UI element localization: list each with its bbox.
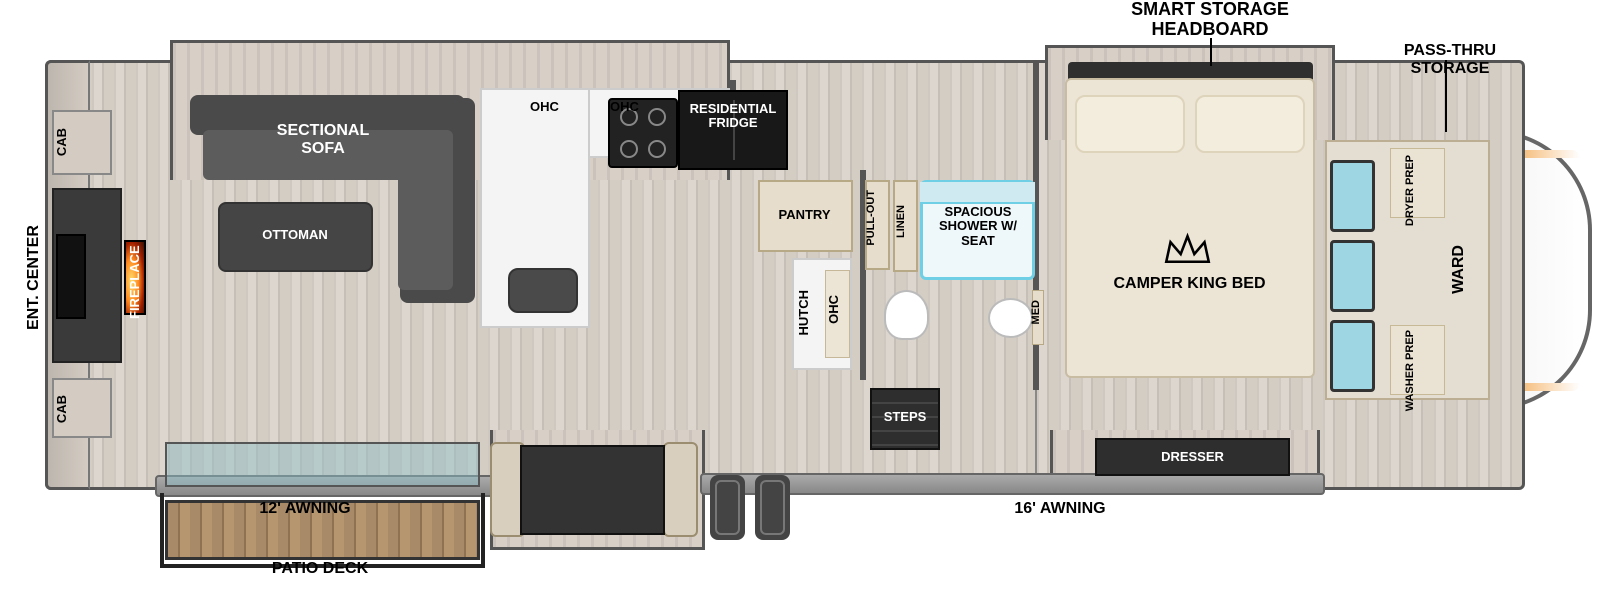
label-patio: PATIO DECK [250,560,390,578]
crown-icon [1160,232,1215,266]
label-ward: WARD [1450,245,1468,294]
label-linen: LINEN [895,205,907,238]
label-ohc: OHC [530,100,559,114]
label-fridge: RESIDENTIAL FRIDGE [683,102,783,131]
shower-seat [920,182,1035,204]
label-bed: CAMPER KING BED [1107,275,1272,293]
dinette-chair [663,442,698,537]
label-pullout: PULL-OUT [865,190,877,246]
patio-door [165,442,480,487]
label-dryer: DRYER PREP [1404,155,1416,226]
pillow [1075,95,1185,153]
label-awning-16: 16' AWNING [980,500,1140,518]
kitchen-sink [508,268,578,313]
label-ottoman: OTTOMAN [235,228,355,242]
label-headboard: SMART STORAGE HEADBOARD [1100,0,1320,40]
label-ohc: OHC [610,100,639,114]
toilet [884,290,929,340]
label-fireplace: FIREPLACE [128,242,142,322]
dinette-table [520,445,665,535]
label-ohc: OHC [827,295,841,324]
window [1330,240,1375,312]
window [1330,160,1375,232]
label-ent-center: ENT. CENTER [25,218,43,338]
label-med: MED [1030,300,1042,324]
tire [710,475,745,540]
label-awning-12: 12' AWNING [225,500,385,518]
label-passthru: PASS-THRU STORAGE [1390,42,1510,77]
label-hutch: HUTCH [797,290,811,336]
tv [56,234,86,319]
label-shower: SPACIOUS SHOWER W/ SEAT [922,205,1034,248]
sectional-sofa [398,135,453,290]
window [1330,320,1375,392]
dryer-prep [1390,148,1445,218]
tire [755,475,790,540]
label-washer: WASHER PREP [1404,330,1416,411]
label-pantry: PANTRY [762,208,847,222]
pillow [1195,95,1305,153]
washer-prep [1390,325,1445,395]
label-steps: STEPS [875,410,935,424]
bath-sink [988,298,1033,338]
label-cab: CAB [55,128,69,156]
label-sectional: SECTIONAL SOFA [258,122,388,157]
callout-line [1210,38,1212,66]
floorplan-diagram: SMART STORAGE HEADBOARD PASS-THRU STORAG… [0,0,1600,602]
label-cab: CAB [55,395,69,423]
awning-16 [700,473,1325,495]
label-dresser: DRESSER [1130,450,1255,464]
